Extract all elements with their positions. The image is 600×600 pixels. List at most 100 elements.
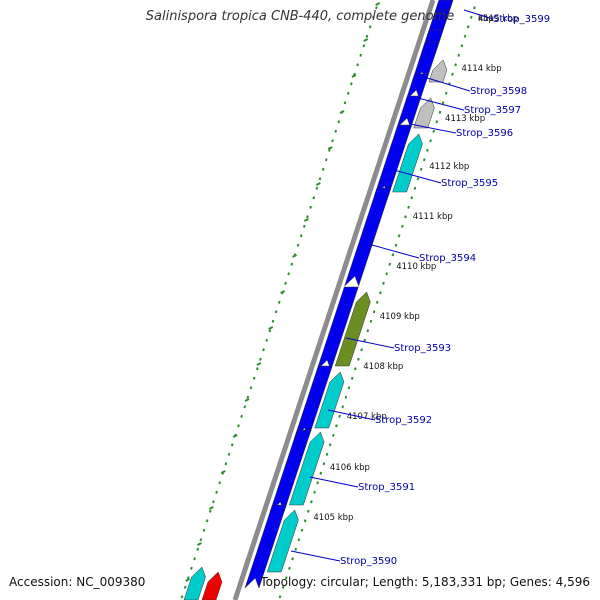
gc-dot-inner — [281, 585, 285, 589]
gc-dash — [339, 110, 345, 114]
gc-dot-inner — [325, 452, 329, 456]
gc-dot-outer — [296, 243, 300, 247]
gc-dot-inner — [407, 205, 410, 209]
gc-dot-inner — [360, 348, 363, 352]
gene-arrow-forward — [405, 73, 429, 101]
gc-dot-inner — [473, 6, 476, 10]
gc-dash — [232, 434, 238, 438]
gene-arrow-forward — [244, 504, 287, 589]
gene-label: Strop_3596 — [456, 128, 513, 139]
gene-arrow-other — [413, 97, 435, 129]
gc-dot-outer — [331, 139, 334, 143]
gene-label: Strop_3592 — [375, 415, 432, 426]
gene-label-leader — [290, 550, 341, 562]
gc-dot-outer — [196, 547, 200, 551]
gene-label-leader — [327, 409, 376, 421]
gc-dot-inner — [372, 310, 376, 314]
gc-dot-outer — [243, 405, 247, 409]
gc-dot-inner — [297, 538, 301, 542]
gc-dot-outer — [346, 91, 350, 95]
gc-dot-outer — [249, 386, 253, 390]
gc-dot-outer — [321, 167, 325, 171]
gene-label-leader — [393, 169, 442, 184]
gc-dot-inner — [316, 481, 320, 485]
kbp-tick-label: 4106 kbp — [330, 463, 370, 473]
gc-dot-outer — [215, 490, 218, 494]
gc-dot-outer — [284, 281, 287, 285]
gene-label-leader — [309, 476, 359, 488]
gene-arrow-other — [289, 431, 325, 506]
gc-dot-inner — [460, 44, 464, 48]
gene-arrow-other — [314, 371, 345, 429]
gc-dot-outer — [312, 196, 316, 200]
gc-dot-inner — [438, 110, 442, 114]
gc-dot-inner — [400, 224, 404, 228]
gc-dot-outer — [227, 452, 231, 456]
gc-dot-inner — [291, 557, 294, 561]
gc-dot-inner — [319, 471, 323, 475]
gc-dot-inner — [416, 177, 420, 181]
gc-dash — [208, 506, 214, 510]
kbp-tick-label: kbp — [478, 14, 494, 24]
gc-dash — [303, 218, 309, 222]
gc-dot-outer — [362, 44, 366, 48]
gc-dot-outer — [328, 148, 331, 152]
gc-dot-inner — [391, 253, 395, 257]
gc-dot-outer — [230, 443, 234, 447]
gc-dash — [292, 254, 297, 258]
gc-dot-outer — [183, 585, 187, 589]
gc-dot-outer — [259, 357, 262, 361]
gc-dot-outer — [315, 186, 319, 190]
gc-dot-inner — [463, 34, 467, 38]
gc-dot-inner — [303, 519, 307, 523]
gc-dot-inner — [332, 433, 335, 437]
gc-dot-inner — [454, 63, 457, 67]
gene-label: Strop_3599 — [493, 14, 550, 25]
gene-arrow-other — [266, 509, 299, 573]
gc-dot-outer — [224, 462, 228, 466]
gc-dot-inner — [435, 120, 439, 124]
genome-backbone — [232, 0, 436, 600]
gc-dot-inner — [369, 319, 373, 323]
gene-arrow-other — [392, 133, 423, 193]
gc-dot-outer — [324, 158, 328, 162]
gene-label-leader — [417, 97, 465, 111]
gene-label-leader — [371, 244, 420, 259]
gc-dot-outer — [218, 481, 222, 485]
gc-dot-outer — [205, 519, 209, 523]
gc-dot-inner — [413, 186, 417, 190]
gc-dot-outer — [334, 129, 338, 133]
gc-dot-inner — [294, 547, 298, 551]
gc-dot-outer — [190, 566, 193, 570]
gc-dash — [363, 38, 369, 42]
kbp-tick-label: 4115 kbp — [478, 14, 518, 24]
gene-label-leader — [345, 337, 395, 349]
accession-text: Accession: NC_009380 — [9, 575, 146, 589]
gc-dot-outer — [318, 177, 322, 181]
gc-dot-inner — [284, 576, 288, 580]
gc-dot-outer — [290, 262, 294, 266]
gc-dash — [185, 578, 191, 582]
gc-dot-inner — [278, 595, 282, 599]
kbp-tick-label: 4113 kbp — [445, 114, 485, 124]
gc-dot-inner — [300, 528, 304, 532]
gc-dot-outer — [193, 557, 196, 561]
gc-dot-outer — [365, 34, 369, 38]
gc-dash — [220, 470, 226, 474]
gc-dot-outer — [246, 395, 250, 399]
gc-dot-inner — [335, 424, 338, 428]
gc-dash — [268, 326, 274, 330]
gc-dot-inner — [306, 509, 310, 513]
gene-arrow-other — [334, 291, 371, 367]
gene-label-leader — [409, 123, 457, 134]
gc-dot-outer — [274, 310, 278, 314]
gc-dot-outer — [240, 414, 243, 418]
gc-dot-outer — [343, 101, 347, 105]
gene-label: Strop_3591 — [358, 482, 415, 493]
gc-dot-inner — [457, 53, 461, 57]
kbp-tick-label: 4111 kbp — [413, 212, 453, 222]
gc-dot-inner — [328, 443, 332, 447]
gene-label: Strop_3593 — [394, 343, 451, 354]
gc-dot-inner — [385, 272, 388, 276]
